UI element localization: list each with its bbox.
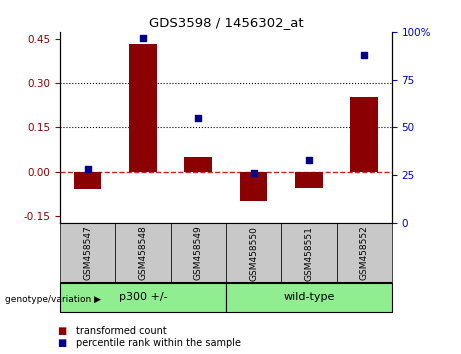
Text: genotype/variation ▶: genotype/variation ▶ [5,295,100,304]
Text: wild-type: wild-type [283,292,335,302]
Text: GSM458548: GSM458548 [138,226,148,280]
Text: ■: ■ [58,326,67,336]
Point [195,115,202,121]
Bar [226,223,281,283]
Bar [337,223,392,283]
Bar [60,223,115,283]
Bar [295,172,323,188]
Text: GSM458547: GSM458547 [83,226,92,280]
Bar [129,44,157,172]
Text: GSM458551: GSM458551 [304,225,313,281]
Bar [184,157,212,172]
Title: GDS3598 / 1456302_at: GDS3598 / 1456302_at [148,16,303,29]
Bar [74,172,101,189]
Text: GSM458550: GSM458550 [249,225,258,281]
Bar [171,223,226,283]
Text: percentile rank within the sample: percentile rank within the sample [76,338,241,348]
Point [305,157,313,163]
Bar [350,97,378,172]
Text: ■: ■ [58,338,67,348]
Text: GSM458549: GSM458549 [194,226,203,280]
Bar [115,223,171,283]
Text: p300 +/-: p300 +/- [118,292,167,302]
Bar [240,172,267,201]
Text: GSM458552: GSM458552 [360,226,369,280]
Point [84,167,91,172]
Bar [60,283,226,312]
Point [250,171,257,176]
Point [361,52,368,58]
Bar [281,223,337,283]
Bar [226,283,392,312]
Text: transformed count: transformed count [76,326,167,336]
Point [139,35,147,40]
